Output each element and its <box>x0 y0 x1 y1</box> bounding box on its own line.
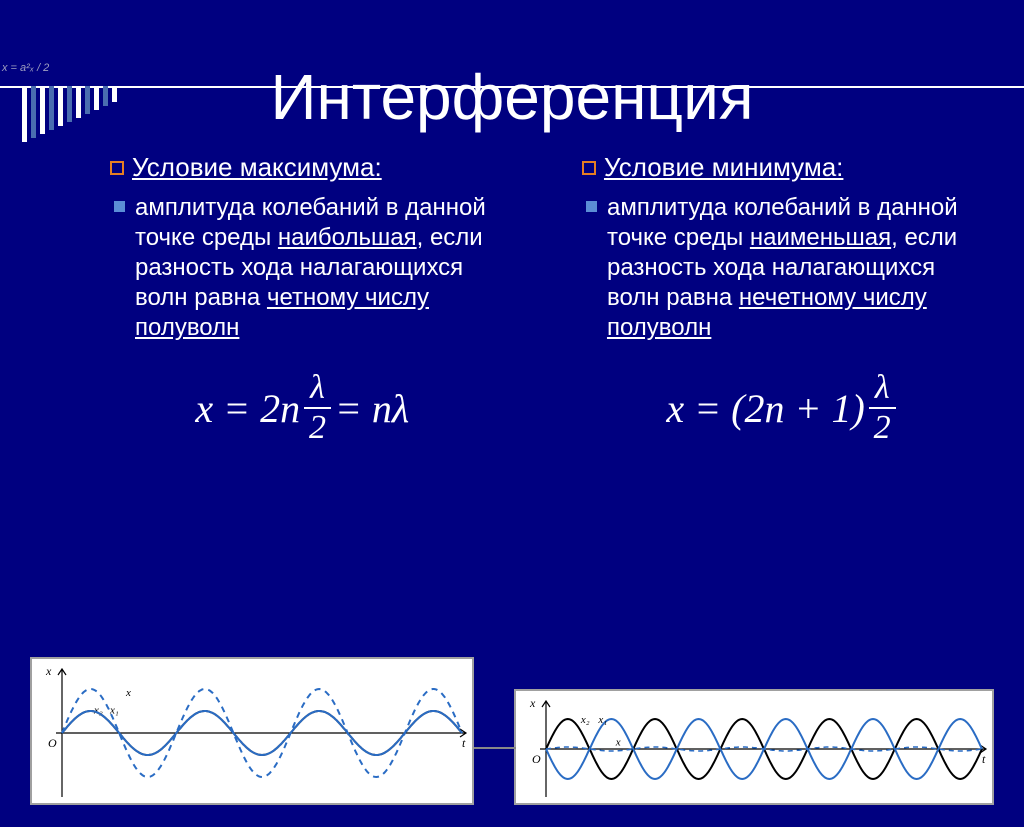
body-row-min: амплитуда колебаний в данной точке среды… <box>586 193 984 343</box>
frac-den: 2 <box>309 409 326 445</box>
column-min: Условие минимума: амплитуда колебаний в … <box>582 152 984 445</box>
body-text-min: амплитуда колебаний в данной точке среды… <box>607 193 984 343</box>
small-bullet-icon <box>586 201 597 212</box>
square-bullet-icon <box>110 161 124 175</box>
svg-text:x: x <box>615 736 621 748</box>
formula-max: x = 2n λ 2 = nλ <box>110 371 495 445</box>
formula-lhs: x = 2n <box>195 385 300 432</box>
formula-min: x = (2n + 1) λ 2 <box>582 371 984 445</box>
body-text-max: амплитуда колебаний в данной точке среды… <box>135 193 495 343</box>
svg-text:x: x <box>45 664 52 678</box>
graph-connector <box>474 747 516 749</box>
frac-num: λ <box>304 371 331 409</box>
graph-destructive: x t Ox₂ x₁ x <box>514 689 994 805</box>
svg-text:t: t <box>462 736 466 750</box>
text-u1: наибольшая <box>278 224 417 251</box>
square-bullet-icon <box>582 161 596 175</box>
svg-text:O: O <box>532 752 541 766</box>
svg-text:x₂: x₂ <box>580 714 590 726</box>
text-u1: наименьшая <box>750 224 891 251</box>
slide-title: Интерференция <box>0 60 1024 134</box>
small-bullet-icon <box>114 201 125 212</box>
formula-lhs: x = (2n + 1) <box>666 385 864 432</box>
formula-rhs: = nλ <box>335 385 409 432</box>
heading-max: Условие максимума: <box>132 152 382 183</box>
fraction: λ 2 <box>869 371 896 445</box>
svg-text:x: x <box>125 687 131 699</box>
wave-svg-left: xtOx₂x₁x <box>32 659 476 807</box>
graph-row: x t Ox₂ x₁ x x t Ox₂ x₁ x <box>30 657 994 805</box>
svg-text:x₁: x₁ <box>597 714 607 726</box>
frac-den: 2 <box>874 409 891 445</box>
svg-text:O: O <box>48 736 57 750</box>
corner-formula: x = a²ₓ / 2 <box>2 62 49 74</box>
horizontal-rule <box>0 86 1024 88</box>
fraction: λ 2 <box>304 371 331 445</box>
svg-text:t: t <box>982 752 986 766</box>
bars-decoration <box>22 86 117 142</box>
graph-constructive: xtOx₂x₁x <box>30 657 474 805</box>
wave-svg-right: x t Ox₂ x₁ x <box>516 691 996 807</box>
column-max: Условие максимума: амплитуда колебаний в… <box>110 152 495 445</box>
svg-text:x: x <box>529 696 536 710</box>
heading-row-max: Условие максимума: <box>110 152 495 183</box>
body-row-max: амплитуда колебаний в данной точке среды… <box>114 193 495 343</box>
content-columns: Условие максимума: амплитуда колебаний в… <box>0 134 1024 445</box>
heading-min: Условие минимума: <box>604 152 843 183</box>
frac-num: λ <box>869 371 896 409</box>
heading-row-min: Условие минимума: <box>582 152 984 183</box>
